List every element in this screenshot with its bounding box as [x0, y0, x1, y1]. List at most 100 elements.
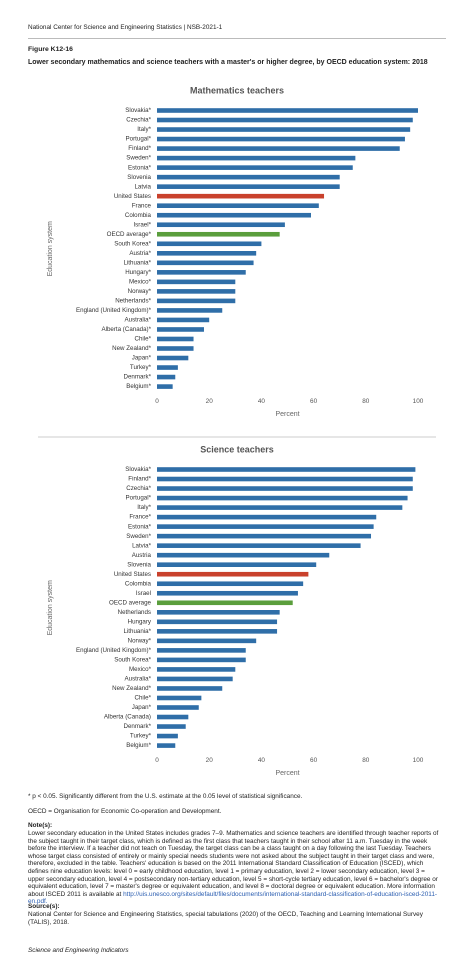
- bar: [157, 336, 194, 342]
- category-label: England (United Kingdom)*: [76, 647, 152, 654]
- category-label: Estonia*: [128, 164, 152, 171]
- bar: [157, 610, 280, 615]
- bar: [157, 136, 405, 142]
- bar: [157, 533, 372, 539]
- x-tick-label: 20: [206, 398, 214, 405]
- x-tick-label: 100: [413, 757, 424, 764]
- category-label: Japan*: [132, 355, 152, 362]
- bar: [157, 117, 413, 123]
- bar: [157, 384, 173, 389]
- category-label: South Korea*: [114, 657, 151, 664]
- category-label: OECD average: [109, 599, 152, 606]
- header: National Center for Science and Engineer…: [28, 24, 223, 31]
- x-tick-label: 0: [155, 398, 159, 405]
- figure-label: Figure K12-16: [28, 46, 73, 53]
- sources-heading: Source(s):: [28, 903, 60, 910]
- category-label: Italy*: [137, 126, 151, 133]
- bar: [157, 495, 408, 501]
- bar: [157, 184, 340, 189]
- bar: [157, 298, 236, 304]
- category-label: Slovenia: [127, 174, 151, 181]
- category-label: Estonia*: [128, 523, 152, 530]
- bar: [157, 571, 309, 577]
- category-label: New Zealand*: [112, 345, 151, 352]
- bar: [157, 222, 285, 228]
- bar: [157, 231, 280, 237]
- category-label: Alberta (Canada)*: [101, 326, 151, 333]
- x-tick-label: 40: [258, 757, 266, 764]
- bar: [157, 146, 400, 151]
- x-tick-label: 20: [206, 757, 214, 764]
- category-label: Chile*: [134, 336, 151, 343]
- category-label: Portugal*: [126, 136, 152, 143]
- category-label: Finland*: [128, 476, 151, 483]
- category-label: Turkey*: [130, 733, 152, 740]
- bar: [157, 724, 186, 729]
- category-label: Lithuania*: [123, 628, 151, 635]
- category-label: Colombia: [125, 212, 152, 219]
- publication: Science and Engineering Indicators: [28, 947, 129, 954]
- category-label: Mexico*: [129, 666, 152, 673]
- bar: [157, 619, 278, 625]
- category-label: Israel: [136, 590, 151, 597]
- bar: [157, 676, 233, 682]
- category-label: Denmark*: [123, 723, 151, 730]
- category-label: Hungary: [128, 618, 152, 625]
- charts: Mathematics teachers Slovakia* Czechia* Ita…: [38, 85, 436, 777]
- bar: [157, 648, 246, 653]
- category-label: Slovakia*: [125, 107, 151, 114]
- bar: [157, 174, 340, 180]
- category-label: Austria: [132, 552, 152, 559]
- bar: [157, 600, 293, 606]
- category-label: Czechia*: [126, 485, 151, 492]
- category-label: France: [132, 202, 152, 209]
- category-label: Israel*: [133, 221, 151, 228]
- bar: [157, 203, 319, 208]
- bar: [157, 743, 176, 748]
- bar: [157, 505, 403, 510]
- bar: [157, 251, 257, 256]
- bar: [157, 279, 236, 285]
- bar: [157, 193, 325, 199]
- category-label: Belgium*: [126, 742, 151, 749]
- bar: [157, 657, 246, 663]
- bar: [157, 629, 278, 634]
- category-label: Netherlands: [118, 609, 151, 616]
- category-label: France*: [129, 514, 151, 521]
- bar: [157, 638, 257, 644]
- category-label: Chile*: [134, 695, 151, 702]
- x-tick-label: 60: [310, 398, 318, 405]
- category-label: Sweden*: [126, 155, 151, 162]
- figure-title: Lower secondary mathematics and science …: [28, 59, 428, 66]
- y-axis-title: Education system: [47, 580, 54, 635]
- category-label: Czechia*: [126, 117, 151, 124]
- category-label: Norway*: [128, 288, 152, 295]
- chart-title: Mathematics teachers: [190, 85, 284, 95]
- category-label: Norway*: [128, 638, 152, 645]
- notes-link[interactable]: http://uis.unesco.org/sites/default/file…: [28, 890, 438, 906]
- y-axis-title: Education system: [47, 221, 54, 276]
- sources-text: National Center for Science and Engineer…: [28, 911, 423, 926]
- header-rule: [28, 38, 446, 39]
- category-label: Alberta (Canada): [104, 714, 151, 721]
- bar: [157, 590, 298, 596]
- category-label: Slovakia*: [125, 466, 151, 473]
- category-label: Lithuania*: [123, 259, 151, 266]
- significance-note: * p < 0.05. Significantly different from…: [28, 793, 303, 800]
- notes-heading: Note(s):: [28, 822, 53, 829]
- bar: [157, 486, 413, 491]
- bar: [157, 365, 178, 370]
- bar: [157, 695, 202, 701]
- category-label: Japan*: [132, 704, 152, 711]
- bar: [157, 165, 353, 170]
- bar: [157, 514, 377, 520]
- notes: Lower secondary education in the United …: [28, 830, 442, 906]
- bar: [157, 260, 254, 266]
- bar: [157, 212, 311, 218]
- x-tick-label: 80: [362, 757, 370, 764]
- bar: [157, 714, 189, 720]
- category-label: OECD average*: [107, 231, 152, 238]
- category-label: Austria*: [129, 250, 151, 257]
- bar: [157, 241, 262, 247]
